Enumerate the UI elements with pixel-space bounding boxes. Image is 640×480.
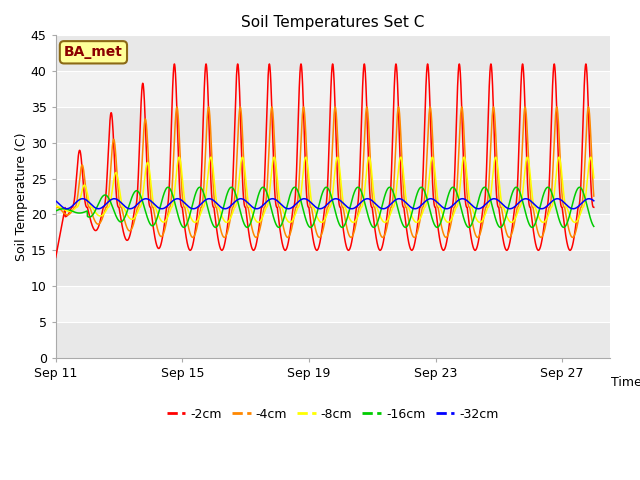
Bar bbox=[56, 107, 610, 143]
Title: Soil Temperatures Set C: Soil Temperatures Set C bbox=[241, 15, 424, 30]
Text: BA_met: BA_met bbox=[64, 45, 123, 60]
Bar bbox=[56, 250, 610, 286]
Bar bbox=[56, 71, 610, 107]
Y-axis label: Soil Temperature (C): Soil Temperature (C) bbox=[15, 132, 28, 261]
Bar bbox=[56, 322, 610, 358]
X-axis label: Time: Time bbox=[611, 375, 640, 388]
Bar bbox=[56, 143, 610, 179]
Bar bbox=[56, 286, 610, 322]
Bar bbox=[56, 36, 610, 71]
Legend: -2cm, -4cm, -8cm, -16cm, -32cm: -2cm, -4cm, -8cm, -16cm, -32cm bbox=[161, 403, 504, 426]
Bar bbox=[56, 179, 610, 215]
Bar bbox=[56, 215, 610, 250]
